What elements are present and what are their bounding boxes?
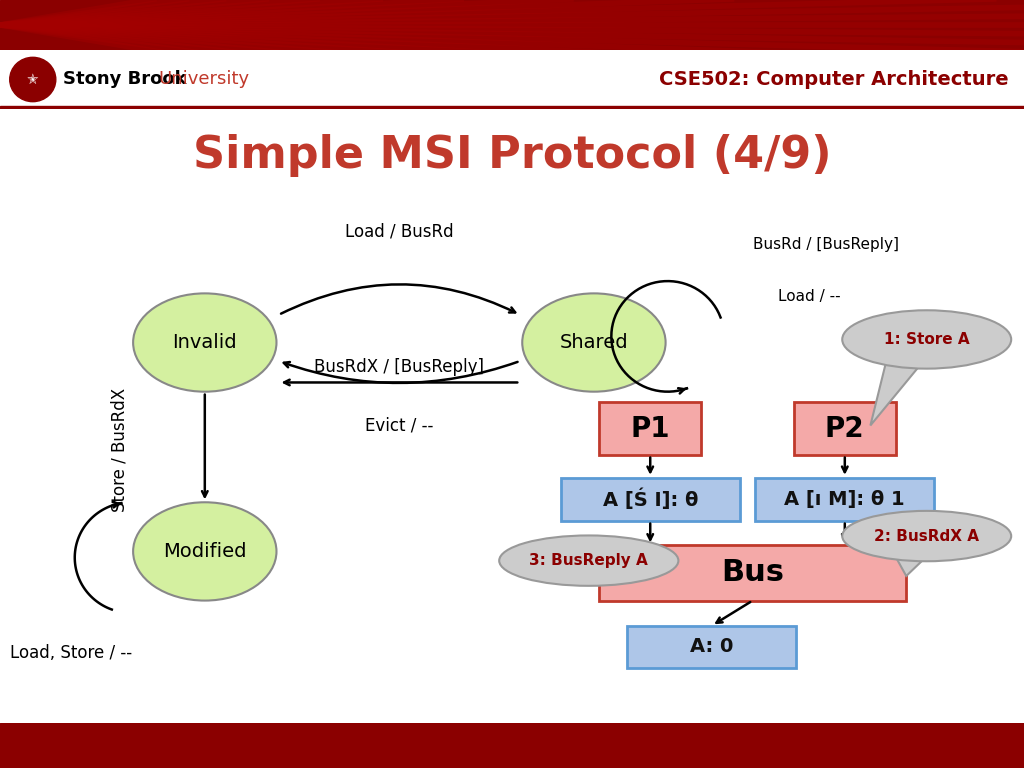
Text: BusRdX / [BusReply]: BusRdX / [BusReply] (314, 358, 484, 376)
Text: Bus: Bus (721, 558, 784, 588)
Text: Store / BusRdX: Store / BusRdX (111, 388, 129, 512)
Polygon shape (892, 550, 927, 576)
Text: Evict / --: Evict / -- (366, 416, 433, 435)
FancyBboxPatch shape (627, 626, 797, 667)
Bar (0, 105, 1024, 109)
Text: P1: P1 (631, 415, 670, 442)
Text: Load / BusRd: Load / BusRd (345, 223, 454, 241)
Text: Modified: Modified (163, 542, 247, 561)
Text: CSE502: Computer Architecture: CSE502: Computer Architecture (659, 70, 1009, 89)
Text: Load / --: Load / -- (778, 289, 841, 304)
Text: 2: BusRdX A: 2: BusRdX A (874, 528, 979, 544)
FancyBboxPatch shape (755, 478, 934, 521)
Ellipse shape (133, 293, 276, 392)
Ellipse shape (522, 293, 666, 392)
Text: BusRd / [BusReply]: BusRd / [BusReply] (753, 237, 899, 252)
Text: Shared: Shared (559, 333, 629, 352)
Text: Simple MSI Protocol (4/9): Simple MSI Protocol (4/9) (193, 134, 831, 177)
Text: Stony Brook: Stony Brook (63, 71, 194, 88)
Polygon shape (870, 354, 923, 425)
Ellipse shape (842, 310, 1012, 369)
Text: University: University (159, 71, 250, 88)
Text: ✭: ✭ (27, 72, 39, 87)
Text: A: 0: A: 0 (690, 637, 733, 656)
Text: Invalid: Invalid (172, 333, 238, 352)
Text: A [ı M]: θ 1: A [ı M]: θ 1 (784, 490, 905, 508)
FancyBboxPatch shape (599, 402, 701, 455)
FancyBboxPatch shape (599, 545, 906, 601)
Ellipse shape (10, 58, 55, 101)
Polygon shape (640, 555, 654, 576)
FancyBboxPatch shape (794, 402, 896, 455)
Text: A [Ś I]: θ: A [Ś I]: θ (602, 488, 698, 510)
Text: P2: P2 (825, 415, 864, 442)
Ellipse shape (499, 535, 678, 586)
FancyBboxPatch shape (561, 478, 739, 521)
Text: 3: BusReply A: 3: BusReply A (529, 553, 648, 568)
Ellipse shape (842, 511, 1012, 561)
Text: Load, Store / --: Load, Store / -- (10, 644, 132, 662)
Text: 1: Store A: 1: Store A (884, 332, 970, 347)
Ellipse shape (133, 502, 276, 601)
